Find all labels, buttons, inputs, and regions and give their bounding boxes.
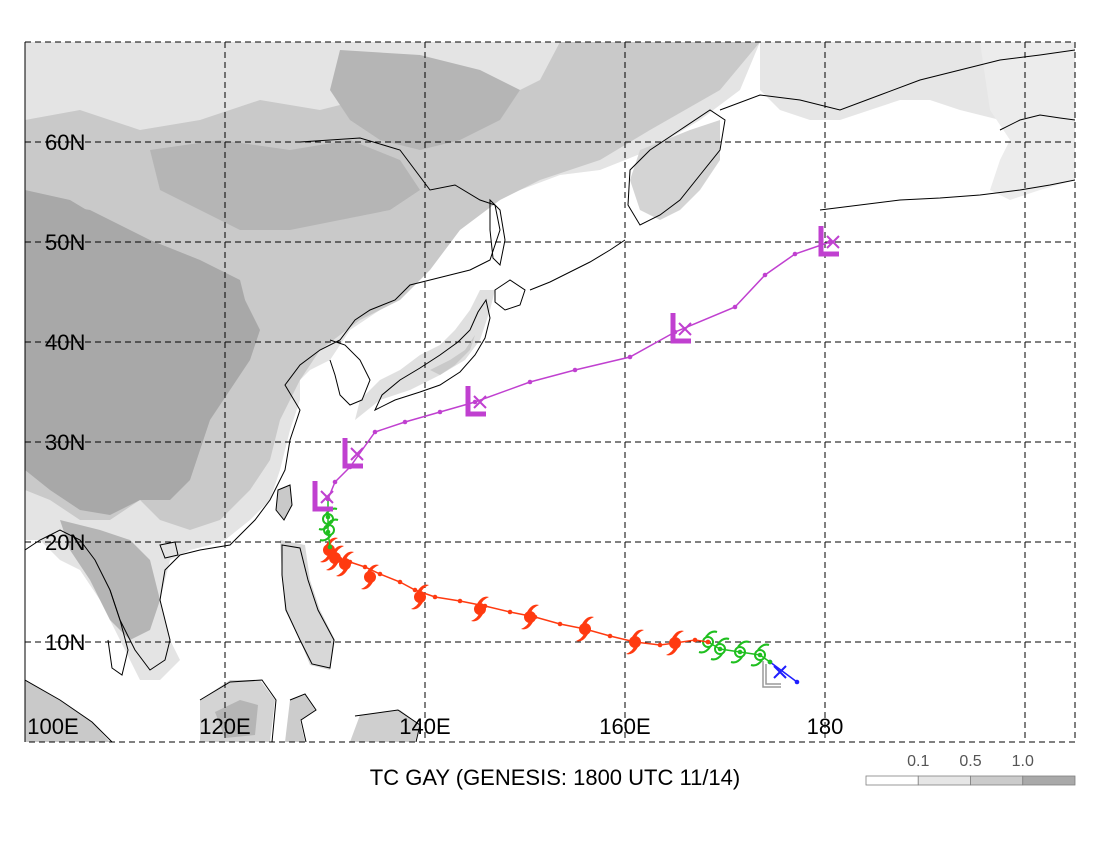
lon-label: 180 <box>807 714 844 739</box>
track-point <box>758 653 763 658</box>
legend-swatch <box>971 776 1023 785</box>
legend-label: 0.1 <box>907 753 929 770</box>
map-title: TC GAY (GENESIS: 1800 UTC 11/14) <box>370 765 740 790</box>
coast-japan-hokkaido <box>495 280 525 310</box>
terrain-shading <box>25 42 1075 742</box>
lat-label: 30N <box>45 430 85 455</box>
track-point <box>413 588 418 593</box>
typhoon-symbol <box>666 631 684 656</box>
lat-label: 10N <box>45 630 85 655</box>
track-point <box>706 640 711 645</box>
track-point <box>628 355 633 360</box>
map-canvas: 100E 120E 140E 160E 180 10N 20N 30N 40N 50N 60N TC… <box>0 0 1100 850</box>
land-alaska <box>980 42 1075 200</box>
track-point <box>608 634 613 639</box>
track-point <box>398 580 403 585</box>
track-point <box>458 599 463 604</box>
legend-label: 1.0 <box>1012 753 1034 770</box>
track-point <box>333 480 338 485</box>
track-point <box>718 647 723 652</box>
track-point <box>795 680 800 685</box>
track-point <box>573 368 578 373</box>
legend-swatch <box>918 776 970 785</box>
track-line <box>770 662 797 682</box>
track-point <box>768 660 773 665</box>
legend-label: 0.5 <box>959 753 981 770</box>
legend-swatch <box>866 776 918 785</box>
lon-label: 140E <box>399 714 450 739</box>
track-point <box>378 572 383 577</box>
track-point <box>473 400 478 405</box>
extratropical-symbol <box>821 226 839 254</box>
typhoon-symbol <box>576 617 594 642</box>
extratropical-symbol <box>673 313 691 341</box>
track-point <box>403 420 408 425</box>
typhoon-symbol <box>471 597 489 622</box>
shading-legend: 0.1 0.5 1.0 <box>866 753 1075 785</box>
lon-label: 100E <box>27 714 78 739</box>
legend-swatch <box>1023 776 1075 785</box>
lon-label: 160E <box>599 714 650 739</box>
coast-sakhalin <box>490 200 505 265</box>
track-point <box>658 643 663 648</box>
track-point <box>763 273 768 278</box>
track-point <box>733 305 738 310</box>
track-line <box>330 547 708 645</box>
track-map: 100E 120E 140E 160E 180 10N 20N 30N 40N 50N 60N TC… <box>0 0 1100 850</box>
lat-label: 20N <box>45 530 85 555</box>
track-point <box>693 638 698 643</box>
extratropical-symbol <box>468 386 486 414</box>
track-point <box>508 610 513 615</box>
track-point <box>363 565 368 570</box>
track-point <box>558 622 563 627</box>
track-point <box>793 252 798 257</box>
lon-label: 120E <box>199 714 250 739</box>
track-point <box>738 650 743 655</box>
coast-kurils <box>530 240 625 290</box>
track-point <box>438 410 443 415</box>
track-point <box>528 380 533 385</box>
track-point <box>326 515 331 520</box>
lat-label: 50N <box>45 230 85 255</box>
track-point <box>433 595 438 600</box>
track-point <box>373 430 378 435</box>
lat-label: 40N <box>45 330 85 355</box>
lat-label: 60N <box>45 130 85 155</box>
track-point <box>328 545 333 550</box>
extratropical-symbol <box>315 481 333 509</box>
